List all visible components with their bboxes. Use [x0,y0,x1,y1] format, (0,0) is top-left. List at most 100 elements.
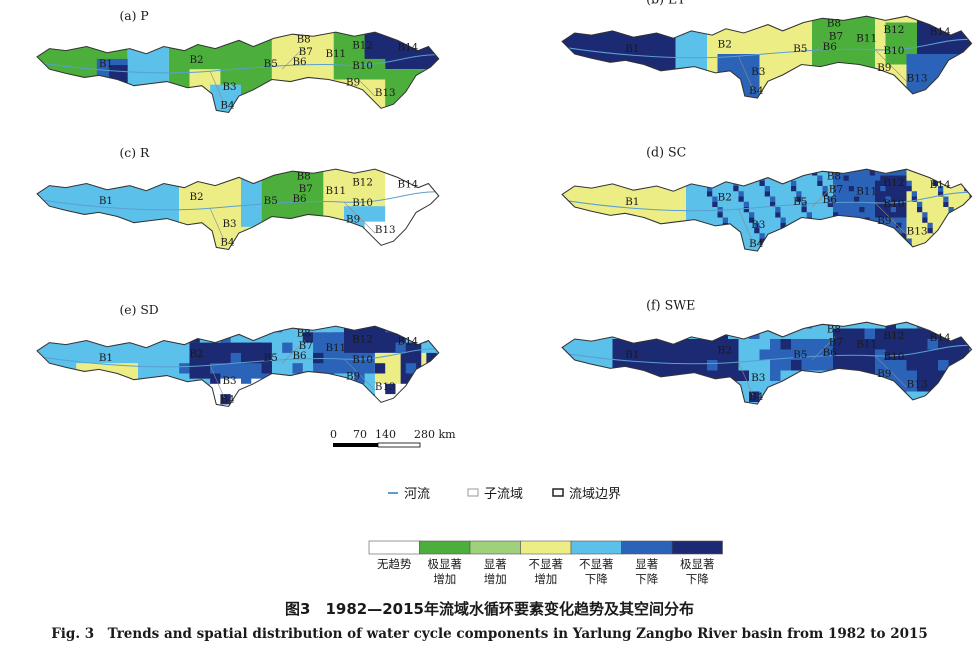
grid-cell [875,349,886,360]
subbasin-label-b7: B7 [299,183,313,195]
grid-cell [912,254,917,259]
subbasin-label-b1: B1 [99,58,113,70]
subbasin-label-b7: B7 [829,183,843,195]
grid-cell [827,196,833,202]
subbasin-label-b12: B12 [883,177,904,189]
trend-region [37,169,180,250]
grid-cell [822,243,828,249]
subbasin-line [738,30,907,90]
grid-cell [770,322,781,329]
grid-cell [189,383,200,395]
grid-cell [791,238,797,244]
river-line [41,348,437,368]
grid-cell [885,201,891,207]
grid-cell [426,352,437,364]
grid-cell [282,342,293,353]
subbasin-label-b13: B13 [375,87,396,99]
grid-cell [896,217,902,223]
subbasin-label-b1: B1 [625,349,639,361]
grid-cell [838,217,844,223]
grid-cell [938,191,944,197]
panel-label-a: (a) P [119,9,148,23]
grid-cell [822,360,833,371]
grid-cell [780,169,786,171]
grid-cell [712,201,718,207]
grid-cell [733,238,739,244]
trend-swatch [419,540,471,555]
grid-cell [848,186,854,192]
grid-cell [828,254,833,259]
grid-cell [886,254,891,259]
subbasin-label-b2: B2 [718,192,732,204]
grid-cell [770,254,775,259]
subbasin-label-b3: B3 [222,81,236,93]
grid-cell [707,243,713,249]
grid-cell [885,370,896,381]
trend-label: 不显著 [529,557,564,571]
grid-cell [869,169,875,171]
grid-cell [785,175,791,181]
subbasin-label-b3: B3 [751,372,765,384]
river-line [566,38,970,59]
grid-cell [927,339,938,350]
grid-cell [875,238,881,244]
grid-cell [791,243,797,249]
trend-swatch [520,540,572,555]
grid-cell [364,394,375,405]
map-legend: 河流 子流域 流域边界 [388,487,621,502]
trend-swatch [469,540,521,555]
grid-cell [405,363,417,374]
scale-tick-1: 70 [353,428,367,441]
subbasin-label-b13: B13 [907,378,928,390]
subbasin-label-b4: B4 [220,236,235,248]
grid-cell [354,373,365,384]
grid-cell [764,191,770,197]
trend-label: 不显著 [579,557,614,571]
grid-cell [838,169,844,171]
subbasin-label-b1: B1 [99,195,113,207]
grid-cell [901,175,907,181]
subbasin-label-b2: B2 [718,345,732,357]
scale-bar: 0 70 140 280 km [330,428,456,448]
trend-label: 下降 [585,572,608,586]
grid-cell [901,228,907,234]
grid-cell [890,207,896,213]
subbasin-line [209,340,376,399]
trend-region [261,169,324,250]
grid-cell [822,249,828,252]
grid-cell [833,328,844,339]
trend-label: 增加 [433,572,456,586]
grid-cell [733,243,739,249]
grid-cell [943,201,949,207]
grid-cell [395,342,406,353]
grid-cell [953,222,959,228]
subbasin-label-b11: B11 [856,185,877,197]
subbasin-line [738,183,907,243]
grid-cell [964,238,970,244]
subbasin-label-b3: B3 [222,218,236,230]
grid-cell [869,228,875,234]
grid-cell [754,170,760,176]
grid-cell [843,233,849,239]
subbasin-label-b1: B1 [625,43,639,55]
grid-cell [738,249,744,252]
grid-cell [817,175,823,181]
grid-cell [975,202,979,207]
grid-cell [241,326,252,333]
legend-subbasin-label: 子流域 [484,487,523,502]
legend-river-label: 河流 [404,487,430,502]
grid-cell [922,217,928,223]
grid-cell [436,373,439,384]
grid-cell [722,217,728,223]
grid-cell [854,254,859,259]
subbasin-label-b14: B14 [930,26,951,38]
grid-cell [864,212,870,218]
subbasin-legend-icon [467,488,479,497]
subbasin-label-b6: B6 [293,193,307,205]
grid-cell [785,233,791,239]
subbasin-label-b11: B11 [325,185,346,197]
grid-cell [970,254,975,259]
grid-cell [885,322,896,329]
trend-region [241,169,262,227]
grid-cell [938,249,944,252]
